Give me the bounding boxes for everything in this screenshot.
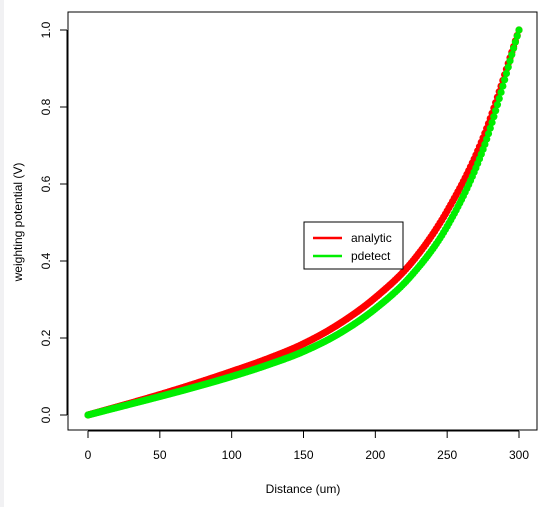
x-tick-label: 150 — [293, 448, 313, 462]
x-tick-label: 200 — [365, 448, 385, 462]
y-tick-label: 0.2 — [39, 329, 53, 346]
data-point-pdetect — [508, 51, 515, 58]
data-point-pdetect — [497, 89, 504, 96]
data-point-pdetect — [503, 70, 510, 77]
data-point-pdetect — [494, 101, 501, 108]
y-tick-label: 0.6 — [39, 175, 53, 192]
data-point-pdetect — [496, 95, 503, 102]
data-point-pdetect — [501, 76, 508, 83]
legend-pdetect-label: pdetect — [351, 249, 391, 263]
data-point-pdetect — [515, 26, 522, 33]
data-point-pdetect — [510, 45, 517, 52]
x-tick-label: 50 — [153, 448, 167, 462]
y-tick-label: 0.8 — [39, 98, 53, 115]
y-axis: 0.0 0.2 0.4 0.6 0.8 1.0 — [39, 21, 67, 423]
x-tick-label: 250 — [437, 448, 457, 462]
data-point-pdetect — [499, 82, 506, 89]
data-point-pdetect — [492, 107, 499, 114]
y-tick-label: 1.0 — [39, 21, 53, 38]
x-tick-label: 100 — [222, 448, 242, 462]
legend-analytic-label: analytic — [351, 231, 392, 245]
x-ticks: 0 50 100 150 200 250 300 — [85, 431, 530, 462]
x-tick-label: 300 — [509, 448, 529, 462]
y-tick-label: 0.0 — [39, 406, 53, 423]
legend: analytic pdetect — [304, 222, 403, 269]
plot-frame — [68, 12, 537, 430]
x-tick-label: 0 — [85, 448, 92, 462]
data-point-pdetect — [505, 64, 512, 71]
data-point-pdetect — [512, 39, 519, 46]
data-point-pdetect — [506, 57, 513, 64]
y-axis-label: weighting potential (V) — [11, 163, 25, 283]
x-axis-label: Distance (um) — [266, 482, 341, 496]
x-axis: 0 50 100 150 200 250 300 — [85, 431, 530, 462]
y-ticks: 0.0 0.2 0.4 0.6 0.8 1.0 — [39, 21, 67, 423]
y-tick-label: 0.4 — [39, 252, 53, 269]
